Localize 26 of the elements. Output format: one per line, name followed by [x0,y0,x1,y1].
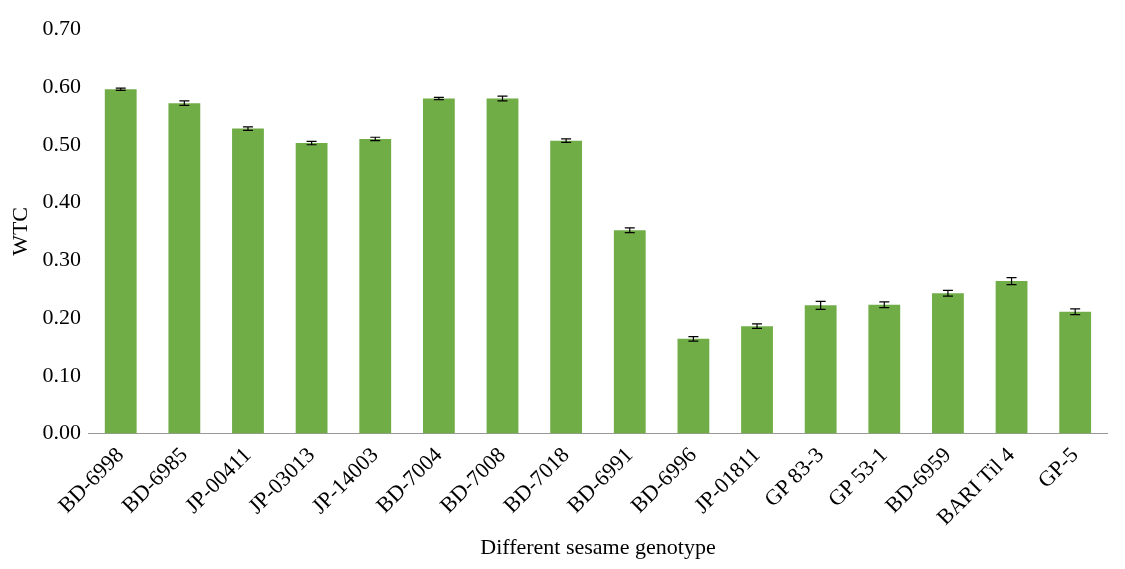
bar [995,281,1028,434]
bar [741,326,773,434]
y-tick-label: 0.30 [42,246,81,272]
bar [677,338,710,434]
y-tick-label: 0.20 [42,303,81,329]
bar [422,98,455,434]
bar [868,304,901,434]
y-tick-label: 0.40 [42,188,81,214]
y-tick-label: 0.10 [42,361,81,387]
y-axis-title: WTC [6,206,32,256]
y-tick-label: 0.50 [42,130,81,156]
bar [104,89,137,434]
bar [295,143,328,434]
bar [932,293,964,434]
y-tick-label: 0.00 [42,419,81,445]
bar [232,128,264,434]
y-tick-label: 0.70 [42,14,81,40]
bar [168,103,201,434]
bar [1059,311,1092,434]
x-axis-title: Different sesame genotype [480,533,716,559]
bar [804,305,837,434]
bar [613,230,646,434]
y-tick-label: 0.60 [42,72,81,98]
bar [550,140,583,434]
bar [486,98,519,434]
bar [359,138,392,434]
